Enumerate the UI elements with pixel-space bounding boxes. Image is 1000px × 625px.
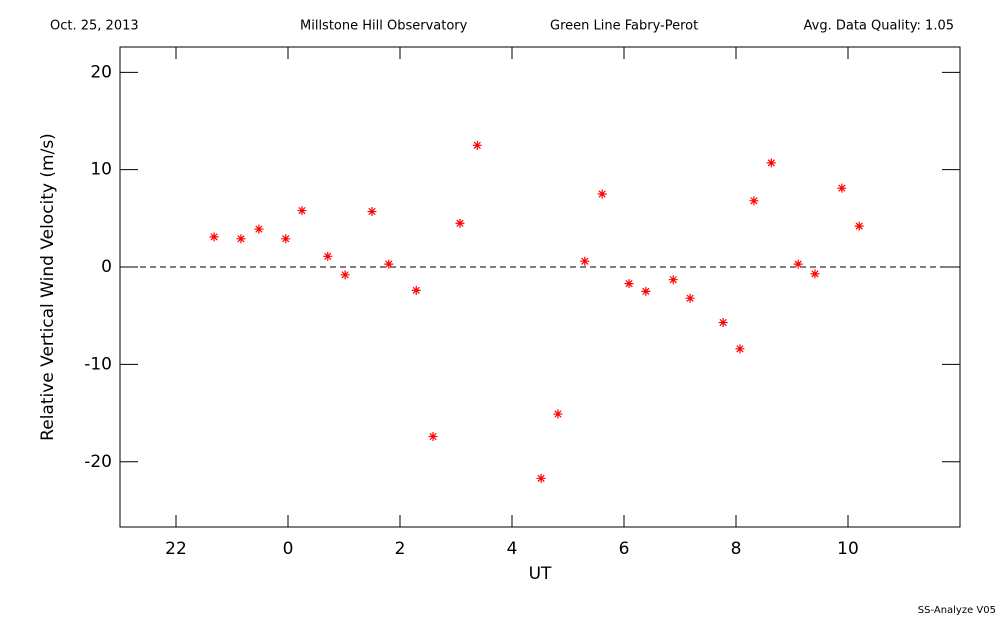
data-point [384,259,394,269]
data-point [323,251,333,261]
x-tick-label: 2 [395,539,406,559]
data-point [735,344,745,354]
data-point [428,431,438,441]
data-point [854,221,864,231]
y-axis-label: Relative Vertical Wind Velocity (m/s) [38,133,58,441]
data-point [340,270,350,280]
data-point [810,269,820,279]
instrument: Green Line Fabry-Perot [550,19,698,34]
data-point [209,232,219,242]
x-tick-label: 22 [165,539,187,559]
plot-frame [119,46,961,528]
data-point [685,293,695,303]
y-tick-label: 20 [90,62,112,82]
data-point [597,189,607,199]
data-point [668,275,678,285]
data-point [793,259,803,269]
data-point [553,409,563,419]
x-tick-label: 10 [837,539,859,559]
data-point [281,234,291,244]
x-axis-label: UT [529,564,552,584]
data-point [367,207,377,217]
data-point [236,234,246,244]
observatory: Millstone Hill Observatory [300,19,468,34]
y-tick-label: 10 [90,160,112,180]
date: Oct. 25, 2013 [50,19,139,34]
data-point [536,473,546,483]
data-point [766,158,776,168]
footer: SS-Analyze V05 [918,605,996,616]
data-point [749,196,759,206]
data-point [297,206,307,216]
data-point [641,286,651,296]
data-point [411,285,421,295]
x-tick-label: 8 [731,539,742,559]
data-point [837,183,847,193]
data-point [718,318,728,328]
y-tick-label: -20 [84,452,112,472]
data-point [624,279,634,289]
quality: Avg. Data Quality: 1.05 [804,19,954,34]
data-point [472,140,482,150]
data-point [580,256,590,266]
x-tick-label: 0 [283,539,294,559]
y-tick-label: 0 [101,257,112,277]
data-point [455,218,465,228]
data-point [254,224,264,234]
x-tick-label: 4 [507,539,518,559]
x-tick-label: 6 [619,539,630,559]
y-tick-label: -10 [84,354,112,374]
